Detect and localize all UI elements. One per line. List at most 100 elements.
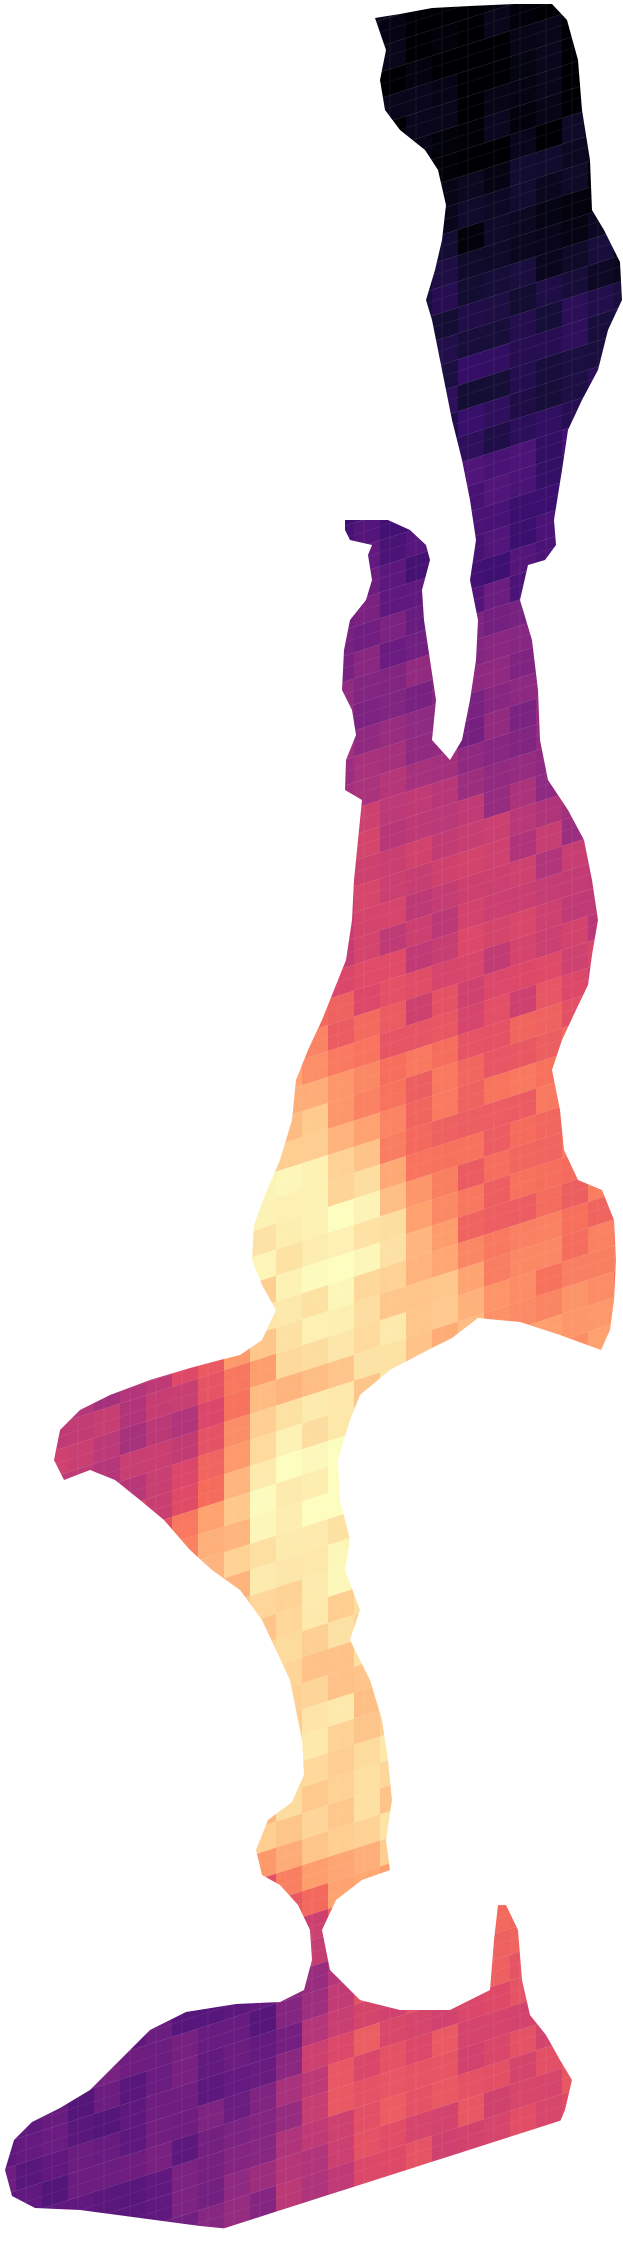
raster-cell [484, 1356, 510, 1392]
raster-cell [328, 340, 354, 376]
raster-cell [42, 666, 68, 701]
raster-cell [68, 1099, 94, 1135]
raster-cell [406, 1511, 432, 1547]
raster-cell [328, 210, 354, 246]
raster-cell [406, 1459, 432, 1495]
raster-cell [458, 1859, 484, 1894]
raster-cell [432, 697, 458, 732]
raster-cell [68, 631, 94, 667]
raster-cell [562, 1981, 588, 2017]
raster-cell [42, 822, 68, 857]
raster-cell [172, 1612, 198, 1647]
raster-cell [172, 1014, 198, 1049]
raster-cell [68, 1853, 94, 1889]
raster-cell [5, 2060, 16, 2096]
raster-cell [536, 1808, 562, 1843]
raster-cell [42, 588, 68, 623]
raster-cell [588, 491, 614, 526]
raster-cell [250, 937, 276, 972]
raster-cell [94, 259, 120, 294]
raster-cell [94, 1117, 120, 1152]
raster-cell [614, 1133, 622, 1168]
raster-cell [68, 2217, 94, 2238]
raster-cell [432, 619, 458, 654]
raster-cell [588, 1531, 614, 1566]
raster-cell [68, 709, 94, 745]
raster-cell [250, 1145, 276, 1180]
raster-cell [198, 1890, 224, 1925]
raster-cell [42, 1810, 68, 1845]
raster-cell [94, 4, 120, 8]
raster-cell [250, 4, 276, 10]
raster-cell [224, 1804, 250, 1839]
raster-cell [406, 1693, 432, 1729]
raster-cell [302, 973, 328, 1008]
raster-cell [94, 909, 120, 944]
raster-cell [198, 798, 224, 833]
raster-cell [16, 1974, 42, 2009]
raster-cell [354, 254, 380, 289]
raster-cell [510, 1374, 536, 1409]
raster-cell [42, 1784, 68, 1819]
raster-cell [406, 159, 432, 195]
raster-cell [94, 1559, 120, 1594]
raster-cell [5, 4, 16, 16]
raster-cell [146, 2218, 172, 2238]
raster-cell [68, 1307, 94, 1343]
raster-cell [588, 1999, 614, 2034]
raster-cell [302, 739, 328, 774]
raster-cell [406, 1901, 432, 1937]
raster-cell [588, 1115, 614, 1150]
raster-cell [588, 387, 614, 422]
raster-cell [328, 574, 354, 610]
raster-cell [16, 1584, 42, 1619]
raster-cell [458, 1365, 484, 1400]
raster-cell [354, 1476, 380, 1511]
raster-cell [68, 59, 94, 95]
raster-cell [5, 578, 16, 614]
raster-cell [328, 860, 354, 896]
raster-cell [250, 885, 276, 920]
raster-cell [68, 111, 94, 147]
raster-cell [588, 153, 614, 188]
raster-cell [16, 544, 42, 579]
raster-cell [380, 1494, 406, 1529]
raster-cell [5, 1150, 16, 1186]
raster-cell [614, 171, 622, 206]
raster-cell [588, 517, 614, 552]
raster-cell [406, 393, 432, 429]
raster-cell [68, 865, 94, 901]
raster-cell [250, 79, 276, 114]
raster-cell [172, 910, 198, 945]
raster-cell [588, 1453, 614, 1488]
raster-cell [198, 1136, 224, 1171]
raster-cell [484, 1850, 510, 1886]
raster-cell [68, 735, 94, 771]
raster-cell [68, 371, 94, 407]
raster-cell [42, 2252, 68, 2264]
raster-cell [120, 1161, 146, 1196]
raster-cell [16, 128, 42, 163]
raster-cell [224, 1050, 250, 1085]
raster-cell [94, 2027, 120, 2062]
raster-cell [380, 1962, 406, 1997]
raster-cell [120, 147, 146, 182]
raster-cell [302, 531, 328, 566]
raster-cell [328, 418, 354, 454]
raster-cell [146, 632, 172, 668]
raster-cell [614, 1861, 622, 1896]
raster-cell [198, 0, 224, 1]
raster-cell [562, 1929, 588, 1965]
raster-cell [484, 1590, 510, 1626]
raster-cell [536, 1756, 562, 1791]
raster-cell [5, 188, 16, 224]
raster-cell [536, 1964, 562, 1999]
raster-cell [42, 1082, 68, 1117]
raster-cell [42, 614, 68, 649]
raster-cell [68, 527, 94, 563]
raster-cell [5, 1748, 16, 1784]
raster-cell [224, 452, 250, 487]
raster-cell [224, 10, 250, 45]
raster-cell [536, 638, 562, 673]
raster-cell [172, 104, 198, 139]
